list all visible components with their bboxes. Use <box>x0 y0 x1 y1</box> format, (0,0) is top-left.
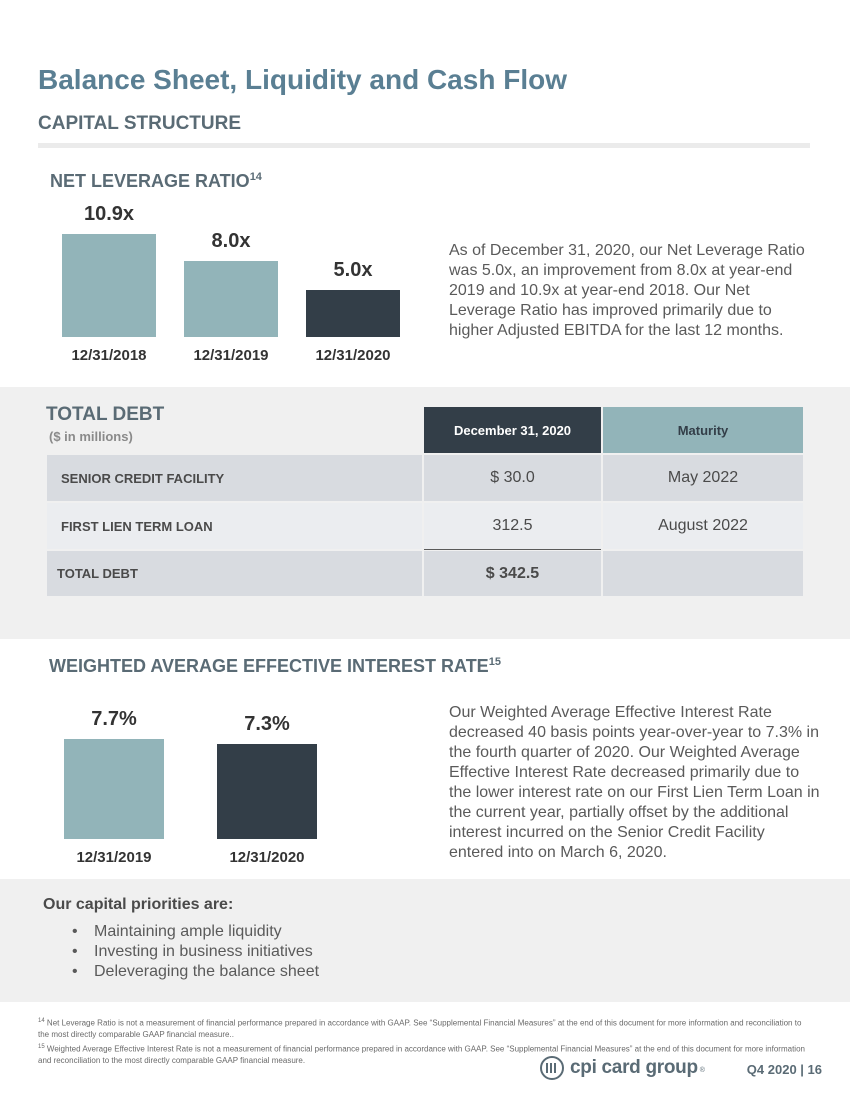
row-maturity <box>603 551 803 596</box>
footnote-text: Net Leverage Ratio is not a measurement … <box>38 1018 802 1039</box>
list-item: • Maintaining ample liquidity <box>72 922 319 942</box>
chart-bar <box>306 290 400 337</box>
footnote-number: 14 <box>38 1018 45 1024</box>
row-maturity: August 2022 <box>603 503 803 549</box>
x-tick-label: 12/31/2020 <box>229 849 305 866</box>
x-tick-label: 12/31/2019 <box>193 347 269 364</box>
row-maturity: May 2022 <box>603 455 803 501</box>
row-value-total: $ 342.5 <box>424 551 601 596</box>
company-logo: cpi card group ® <box>540 1056 705 1080</box>
bullet-icon: • <box>72 923 78 940</box>
row-label: TOTAL DEBT <box>47 551 422 596</box>
interest-chart-title: WEIGHTED AVERAGE EFFECTIVE INTEREST RATE… <box>49 656 501 677</box>
footnote-15: 15 Weighted Average Effective Interest R… <box>38 1042 808 1066</box>
priorities-band <box>0 879 850 1002</box>
list-item-text: Deleveraging the balance sheet <box>94 963 320 980</box>
leverage-paragraph: As of December 31, 2020, our Net Leverag… <box>449 242 805 339</box>
priorities-title: Our capital priorities are: <box>43 896 234 913</box>
page-number: Q4 2020 | 16 <box>746 1062 822 1077</box>
footnote-14: 14 Net Leverage Ratio is not a measureme… <box>38 1016 808 1040</box>
priorities-list: • Maintaining ample liquidity • Investing … <box>72 922 319 982</box>
column-header-date: December 31, 2020 <box>424 407 601 453</box>
x-tick-label: 12/31/2020 <box>315 347 391 364</box>
debt-title: TOTAL DEBT <box>46 404 165 425</box>
leverage-chart-title-text: NET LEVERAGE RATIO <box>50 171 250 191</box>
data-label: 8.0x <box>211 230 251 252</box>
bullet-icon: • <box>72 943 78 960</box>
row-value: $ 30.0 <box>424 455 601 501</box>
list-item: • Deleveraging the balance sheet <box>72 962 319 982</box>
interest-paragraph: Our Weighted Average Effective Interest … <box>449 704 820 861</box>
chart-bar <box>64 739 164 839</box>
footnote-ref-14: 14 <box>249 171 262 183</box>
bullet-icon: • <box>72 963 78 980</box>
column-header-maturity: Maturity <box>603 407 803 453</box>
list-item-text: Investing in business initiatives <box>94 943 313 960</box>
footnote-ref-15: 15 <box>488 656 501 668</box>
logo-text: cpi card group <box>570 1057 698 1078</box>
total-divider <box>424 549 601 550</box>
leverage-chart-title: NET LEVERAGE RATIO14 <box>50 171 262 192</box>
row-value: 312.5 <box>424 503 601 549</box>
chart-bar <box>62 234 156 337</box>
row-label: FIRST LIEN TERM LOAN <box>47 503 422 549</box>
interest-chart-title-text: WEIGHTED AVERAGE EFFECTIVE INTEREST RATE <box>49 656 489 676</box>
data-label: 10.9x <box>83 203 135 225</box>
data-label: 7.7% <box>91 708 137 730</box>
debt-subtitle: ($ in millions) <box>49 429 133 444</box>
x-tick-label: 12/31/2019 <box>76 849 152 866</box>
data-label: 5.0x <box>333 259 373 281</box>
page-title: Balance Sheet, Liquidity and Cash Flow <box>38 64 567 95</box>
chart-bar <box>184 261 278 337</box>
chart-bar <box>217 744 317 839</box>
data-label: 7.3% <box>244 713 290 735</box>
footnote-text: Weighted Average Effective Interest Rate… <box>38 1044 805 1065</box>
list-item: • Investing in business initiatives <box>72 942 319 962</box>
footnote-number: 15 <box>38 1044 45 1050</box>
list-item-text: Maintaining ample liquidity <box>94 923 282 940</box>
divider <box>38 143 810 148</box>
logo-registered-mark: ® <box>699 1067 705 1074</box>
section-heading: CAPITAL STRUCTURE <box>38 113 242 134</box>
row-label: SENIOR CREDIT FACILITY <box>47 455 422 501</box>
card-chip-icon <box>540 1056 564 1080</box>
x-tick-label: 12/31/2018 <box>71 347 147 364</box>
